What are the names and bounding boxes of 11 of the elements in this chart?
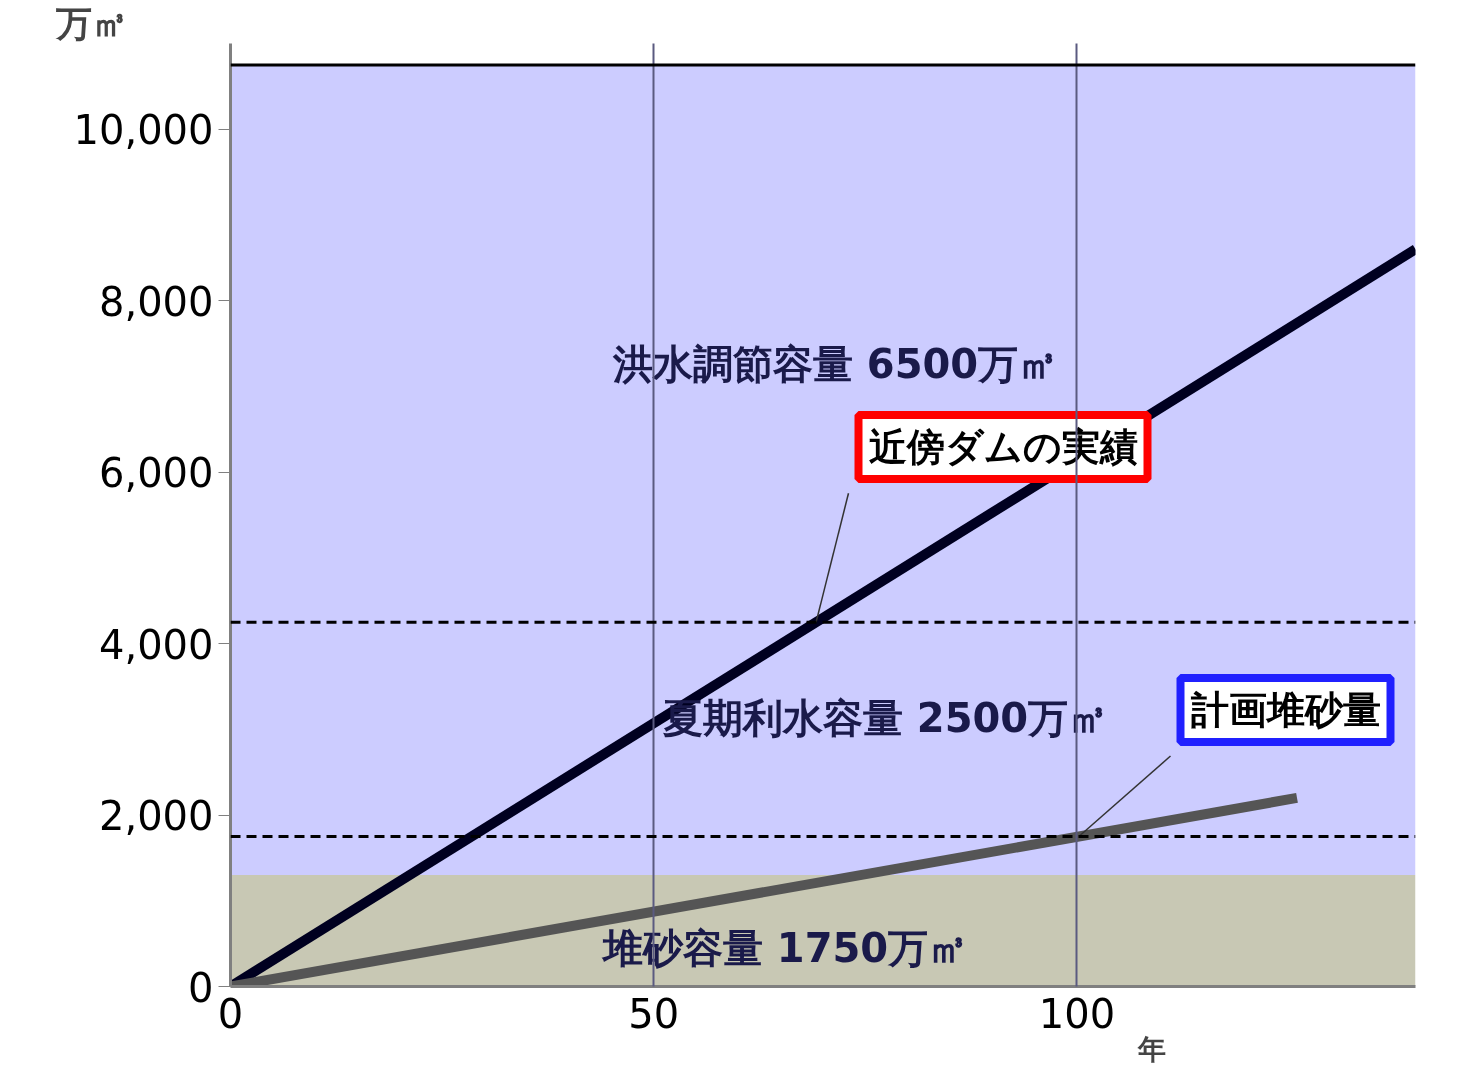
text: 計画堆砂量 <box>1189 687 1381 732</box>
y-axis-title: 万㎥ <box>54 2 128 44</box>
x-axis-title: 年 <box>1136 1032 1166 1065</box>
x-tick-label: 50 <box>628 990 680 1037</box>
y-tick-label: 6,000 <box>98 450 214 497</box>
y-tick-label: 10,000 <box>73 107 214 154</box>
y-tick-label: 2,000 <box>98 793 214 840</box>
x-tick-label: 100 <box>1038 990 1116 1037</box>
x-tick-label: 0 <box>217 990 244 1037</box>
y-tick-label: 4,000 <box>98 621 214 668</box>
y-tick-label: 8,000 <box>98 278 214 325</box>
